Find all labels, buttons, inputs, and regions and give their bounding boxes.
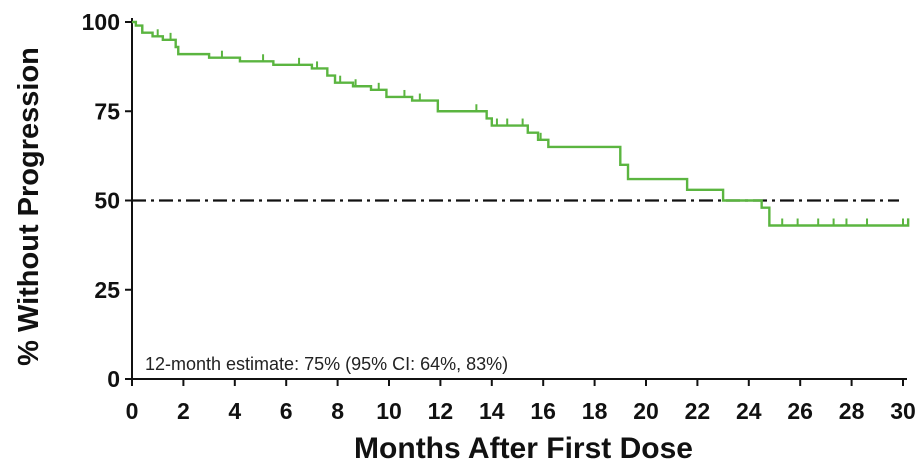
x-axis-title: Months After First Dose: [354, 432, 693, 465]
x-tick-label: 28: [839, 398, 865, 424]
x-tick-label: 12: [428, 398, 454, 424]
series-layer: [132, 20, 910, 227]
x-tick-label: 4: [228, 398, 241, 424]
x-tick-label: 30: [890, 398, 916, 424]
y-tick-label: 0: [107, 366, 120, 392]
x-tick-label: 8: [331, 398, 344, 424]
x-tick-label: 10: [376, 398, 402, 424]
x-tick-label: 18: [582, 398, 608, 424]
km-curve: [132, 20, 910, 227]
y-tick-label: 75: [94, 98, 120, 124]
x-tick-label: 2: [177, 398, 190, 424]
y-tick-label: 50: [94, 188, 120, 214]
chart-annotation: 12-month estimate: 75% (95% CI: 64%, 83%…: [145, 354, 508, 374]
x-tick-label: 20: [633, 398, 659, 424]
y-axis-title: % Without Progression: [13, 47, 45, 366]
x-tick-label: 0: [126, 398, 139, 424]
axes: [131, 18, 907, 380]
x-tick-label: 6: [280, 398, 293, 424]
x-tick-label: 24: [736, 398, 762, 424]
y-tick-label: 100: [82, 9, 120, 35]
x-tick-label: 22: [685, 398, 711, 424]
x-tick-label: 16: [530, 398, 556, 424]
x-tick-label: 26: [787, 398, 813, 424]
y-tick-label: 25: [94, 277, 120, 303]
x-tick-label: 14: [479, 398, 505, 424]
